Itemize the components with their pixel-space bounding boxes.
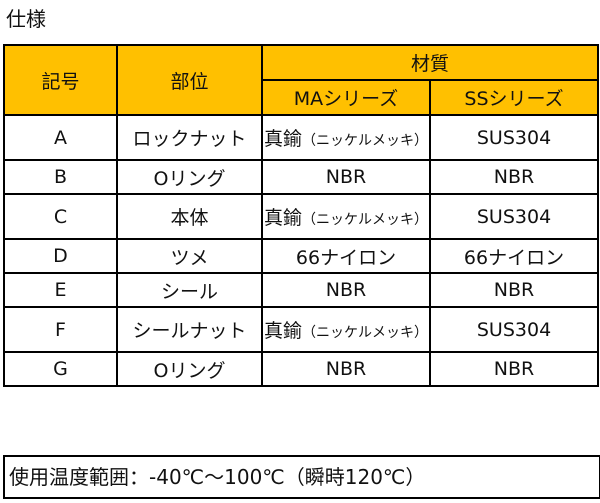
table-row: A ロックナット 真鍮（ニッケルメッキ） SUS304 bbox=[3, 114, 600, 161]
cell-ss-material: NBR bbox=[428, 351, 600, 387]
ma-material-main: 66ナイロン bbox=[295, 246, 397, 269]
cell-code: E bbox=[3, 272, 118, 308]
table-row: C 本体 真鍮（ニッケルメッキ） SUS304 bbox=[3, 193, 600, 240]
header-ss-series: SSシリーズ bbox=[428, 79, 600, 116]
cell-ss-material: NBR bbox=[428, 272, 600, 308]
cell-code: D bbox=[3, 238, 118, 274]
cell-code: C bbox=[3, 193, 118, 240]
cell-ss-material: SUS304 bbox=[428, 114, 600, 161]
table-row: E シール NBR NBR bbox=[3, 272, 600, 308]
cell-part: ツメ bbox=[116, 238, 263, 274]
cell-ss-material: NBR bbox=[428, 159, 600, 195]
cell-ma-material: NBR bbox=[261, 272, 431, 308]
spec-table: 記号 部位 材質 MAシリーズ SSシリーズ A ロックナット 真鍮（ニッケルメッキ… bbox=[3, 44, 600, 387]
ma-material-note: （ニッケルメッキ） bbox=[302, 133, 428, 149]
header-code: 記号 bbox=[3, 44, 118, 116]
ma-material-main: NBR bbox=[325, 358, 367, 380]
temperature-range: 使用温度範囲：-40℃～100℃（瞬時120℃） bbox=[3, 455, 600, 499]
cell-part: シールナット bbox=[116, 306, 263, 353]
cell-code: A bbox=[3, 114, 118, 161]
ma-material-main: 真鍮 bbox=[263, 128, 302, 150]
cell-ss-material: SUS304 bbox=[428, 306, 600, 353]
ma-material-main: 真鍮 bbox=[263, 207, 302, 229]
ma-material-note: （ニッケルメッキ） bbox=[302, 325, 428, 341]
cell-ma-material: 66ナイロン bbox=[261, 238, 431, 274]
cell-ss-material: 66ナイロン bbox=[428, 238, 600, 274]
cell-ma-material: NBR bbox=[261, 351, 431, 387]
header-part: 部位 bbox=[116, 44, 263, 116]
cell-part: ロックナット bbox=[116, 114, 263, 161]
ma-material-main: NBR bbox=[325, 166, 367, 188]
cell-ma-material: NBR bbox=[261, 159, 431, 195]
ma-material-note: （ニッケルメッキ） bbox=[302, 212, 428, 228]
spec-table-body: A ロックナット 真鍮（ニッケルメッキ） SUS304 B Oリング NBR NBR C 本体 真鍮… bbox=[3, 114, 600, 387]
section-heading: 仕様 bbox=[6, 7, 46, 31]
table-row: G Oリング NBR NBR bbox=[3, 351, 600, 387]
cell-part: Oリング bbox=[116, 351, 263, 387]
cell-ma-material: 真鍮（ニッケルメッキ） bbox=[261, 114, 431, 161]
cell-part: Oリング bbox=[116, 159, 263, 195]
table-row: D ツメ 66ナイロン 66ナイロン bbox=[3, 238, 600, 274]
cell-part: シール bbox=[116, 272, 263, 308]
table-row: B Oリング NBR NBR bbox=[3, 159, 600, 195]
cell-ma-material: 真鍮（ニッケルメッキ） bbox=[261, 306, 431, 353]
cell-code: F bbox=[3, 306, 118, 353]
header-material: 材質 bbox=[260, 44, 600, 81]
cell-ss-material: SUS304 bbox=[428, 193, 600, 240]
table-row: F シールナット 真鍮（ニッケルメッキ） SUS304 bbox=[3, 306, 600, 353]
cell-part: 本体 bbox=[116, 193, 263, 240]
cell-code: G bbox=[3, 351, 118, 387]
ma-material-main: NBR bbox=[325, 279, 367, 301]
header-ma-series: MAシリーズ bbox=[261, 79, 431, 116]
cell-code: B bbox=[3, 159, 118, 195]
ma-material-main: 真鍮 bbox=[263, 320, 302, 342]
cell-ma-material: 真鍮（ニッケルメッキ） bbox=[261, 193, 431, 240]
